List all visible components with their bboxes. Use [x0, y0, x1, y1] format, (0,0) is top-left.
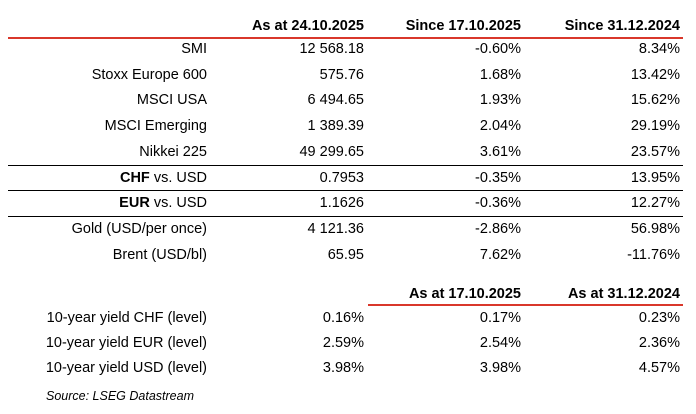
- label-text: MSCI USA: [136, 92, 207, 109]
- cell: 0.7953: [319, 169, 364, 186]
- cell: 2.36%: [638, 335, 680, 351]
- cell: 2.04%: [479, 118, 521, 135]
- label-text: Brent (USD/bl): [112, 246, 207, 263]
- column-header: As at 24.10.2025: [251, 18, 364, 34]
- label-text: vs. USD: [153, 195, 207, 212]
- cell: 13.95%: [630, 169, 680, 186]
- cell: 3.98%: [479, 360, 521, 376]
- label-text: MSCI Emerging: [104, 118, 207, 135]
- row-label: CHF vs. USD: [120, 169, 207, 187]
- cell: 4 121.36: [307, 220, 364, 237]
- column-header: As at 17.10.2025: [408, 286, 521, 302]
- row-label: 10-year yield USD (level): [45, 360, 207, 376]
- label-text: Stoxx Europe 600: [91, 66, 207, 83]
- cell: 49 299.65: [299, 143, 364, 160]
- cell: 1.93%: [479, 92, 521, 109]
- row-label: MSCI Emerging: [105, 117, 207, 135]
- row-label: Gold (USD/per once): [72, 220, 207, 238]
- header-rule: [368, 304, 683, 306]
- cell: 15.62%: [630, 92, 680, 109]
- cell: 0.16%: [322, 310, 364, 326]
- cell: 29.19%: [630, 118, 680, 135]
- cell: 2.59%: [322, 335, 364, 351]
- column-header: Since 17.10.2025: [405, 18, 521, 34]
- row-label: Nikkei 225: [139, 143, 207, 161]
- cell: 56.98%: [630, 220, 680, 237]
- cell: 4.57%: [638, 360, 680, 376]
- cell: 2.54%: [479, 335, 521, 351]
- cell: 6 494.65: [307, 92, 364, 109]
- cell: -11.76%: [627, 246, 680, 263]
- cell: -0.36%: [475, 195, 521, 212]
- cell: 8.34%: [638, 41, 680, 57]
- cell: 13.42%: [630, 66, 680, 83]
- cell: -0.35%: [475, 169, 521, 186]
- cell: 23.57%: [630, 143, 680, 160]
- cell: 65.95: [327, 246, 364, 263]
- source-note: Source: LSEG Datastream: [46, 389, 194, 403]
- cell: 3.61%: [479, 143, 521, 160]
- row-label: MSCI USA: [137, 91, 207, 109]
- column-header: Since 31.12.2024: [564, 18, 680, 34]
- row-label: 10-year yield CHF (level): [46, 310, 207, 326]
- row-label: Stoxx Europe 600: [92, 66, 207, 84]
- group-rule: [8, 215, 683, 217]
- cell: 0.23%: [638, 310, 680, 326]
- label-text: vs. USD: [153, 169, 207, 186]
- group-rule: [8, 190, 683, 192]
- cell: 1 389.39: [307, 118, 364, 135]
- cell: -2.86%: [475, 220, 521, 237]
- cell: 3.98%: [322, 360, 364, 376]
- row-label: EUR vs. USD: [119, 194, 207, 212]
- label-text: SMI: [181, 41, 207, 57]
- label-bold: CHF: [119, 169, 150, 186]
- cell: 7.62%: [479, 246, 521, 263]
- cell: 12.27%: [630, 195, 680, 212]
- label-text: Gold (USD/per once): [71, 220, 207, 237]
- cell: 1.1626: [319, 195, 364, 212]
- cell: 12 568.18: [299, 41, 364, 57]
- column-header: As at 31.12.2024: [567, 286, 680, 302]
- cell: 0.17%: [479, 310, 521, 326]
- cell: 575.76: [319, 66, 364, 83]
- cell: 1.68%: [479, 66, 521, 83]
- group-rule: [8, 164, 683, 166]
- cell: -0.60%: [475, 41, 521, 57]
- label-bold: EUR: [119, 195, 150, 212]
- row-label: 10-year yield EUR (level): [45, 335, 207, 351]
- label-text: Nikkei 225: [139, 143, 207, 160]
- row-label: SMI: [181, 40, 207, 58]
- header-rule: [8, 37, 683, 39]
- row-label: Brent (USD/bl): [113, 246, 207, 264]
